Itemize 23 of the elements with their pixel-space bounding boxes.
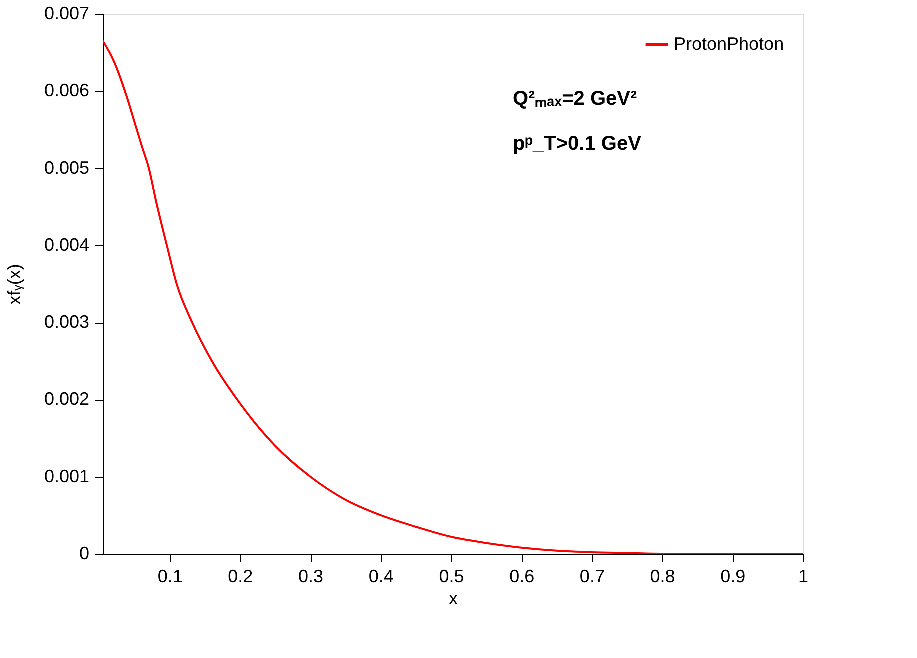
- y-tick-label: 0.001: [44, 466, 90, 486]
- annotation: Q²ₘₐₓ=2 GeV²: [513, 88, 638, 110]
- x-tick-label: 0.6: [510, 566, 535, 586]
- y-tick-label: 0.004: [44, 234, 90, 255]
- x-tick-label: 0.8: [650, 566, 676, 586]
- y-tick-label: 0: [79, 544, 90, 564]
- x-tick-label: 0.2: [228, 566, 254, 586]
- y-tick-label: 0.007: [44, 4, 90, 24]
- annotation: pᵖ_T>0.1 GeV: [513, 133, 642, 155]
- x-tick-label: 1: [798, 566, 809, 586]
- x-tick-label: 0.9: [720, 566, 746, 586]
- x-tick-label: 0.3: [298, 566, 324, 586]
- x-axis-title: x: [449, 588, 458, 608]
- y-tick-label: 0.003: [44, 312, 90, 332]
- y-axis-title: xfᵧ(x): [4, 264, 24, 305]
- x-tick-label: 0.5: [439, 566, 464, 586]
- y-tick-label: 0.005: [44, 158, 90, 178]
- y-tick-label: 0.006: [44, 80, 90, 101]
- x-tick-label: 0.4: [368, 566, 394, 586]
- x-tick-label: 0.1: [158, 566, 183, 586]
- x-tick-label: 0.7: [580, 566, 605, 586]
- y-tick-label: 0.002: [44, 389, 90, 410]
- legend-label: ProtonPhoton: [674, 34, 784, 54]
